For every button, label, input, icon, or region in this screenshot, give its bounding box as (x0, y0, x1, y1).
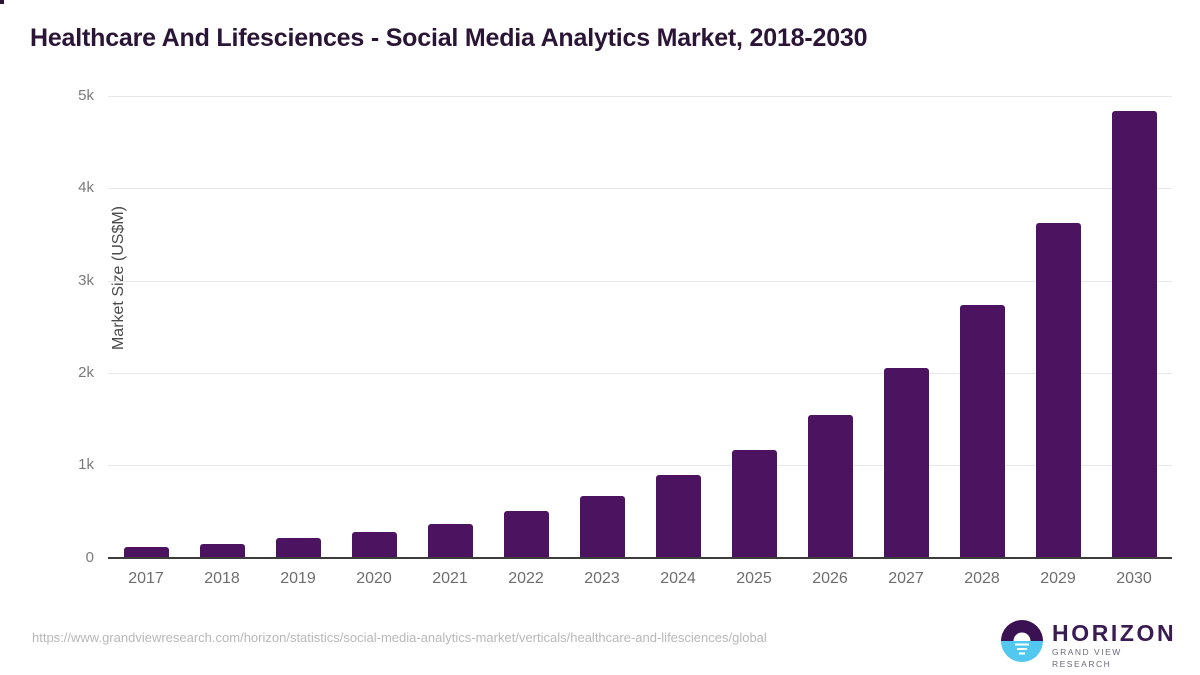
gridline (108, 96, 1172, 97)
plot-area (108, 96, 1172, 558)
bar-2029[interactable] (1035, 222, 1081, 558)
page-title: Healthcare And Lifesciences - Social Med… (30, 24, 868, 52)
y-axis-tick-label: 2k (78, 363, 94, 381)
logo-tagline: GRAND VIEW RESEARCH (1052, 647, 1122, 669)
corner-artifact (0, 0, 4, 4)
x-axis-tick-label: 2021 (432, 570, 468, 587)
source-url[interactable]: https://www.grandviewresearch.com/horizo… (32, 630, 767, 645)
y-axis-tick-label: 5k (78, 87, 94, 104)
x-axis-tick-label: 2026 (812, 570, 848, 587)
bar-2020[interactable] (351, 531, 397, 558)
logo-wordmark: HORIZON (1052, 620, 1177, 646)
x-axis-tick-label: 2029 (1040, 570, 1076, 587)
x-axis-tick-label: 2028 (964, 570, 1000, 587)
bar-2025[interactable] (731, 449, 777, 558)
x-axis-tick-label: 2022 (508, 570, 544, 587)
gridline (108, 188, 1172, 190)
bar-2018[interactable] (199, 543, 245, 558)
x-axis-tick-label: 2020 (356, 570, 392, 587)
horizon-logo[interactable]: HORIZON GRAND VIEW RESEARCH (1000, 619, 1174, 669)
x-axis-tick-label: 2018 (204, 570, 240, 587)
bar-2027[interactable] (883, 367, 929, 558)
bar-2017[interactable] (123, 546, 169, 558)
bar-2028[interactable] (959, 304, 1005, 558)
bar-2030[interactable] (1111, 110, 1157, 558)
gridline (108, 280, 1172, 282)
bar-2022[interactable] (503, 511, 549, 558)
horizon-logo-icon (1001, 620, 1043, 662)
x-axis-tick-label: 2019 (280, 570, 316, 587)
bar-2023[interactable] (579, 496, 625, 558)
y-axis-tick-label: 3k (78, 271, 94, 289)
x-axis-tick-label: 2030 (1116, 570, 1152, 587)
x-axis-tick-label: 2027 (888, 570, 924, 587)
y-axis-tick-label: 1k (78, 456, 94, 474)
bar-2021[interactable] (427, 523, 473, 558)
x-axis-tick-label: 2025 (736, 570, 772, 587)
x-axis-tick-label: 2024 (660, 570, 696, 587)
x-axis-tick-label: 2017 (128, 570, 164, 587)
gridline (108, 465, 1172, 467)
bar-2026[interactable] (807, 414, 853, 558)
x-axis-tick-label: 2023 (584, 570, 620, 587)
y-axis-tick-label: 4k (78, 179, 94, 197)
gridline (108, 372, 1172, 374)
y-axis-tick-label: 0 (85, 548, 94, 566)
logo-text-block: HORIZON GRAND VIEW RESEARCH (1052, 621, 1176, 670)
bar-2019[interactable] (275, 537, 321, 558)
x-axis-line (108, 557, 1172, 559)
bar-2024[interactable] (655, 475, 701, 558)
